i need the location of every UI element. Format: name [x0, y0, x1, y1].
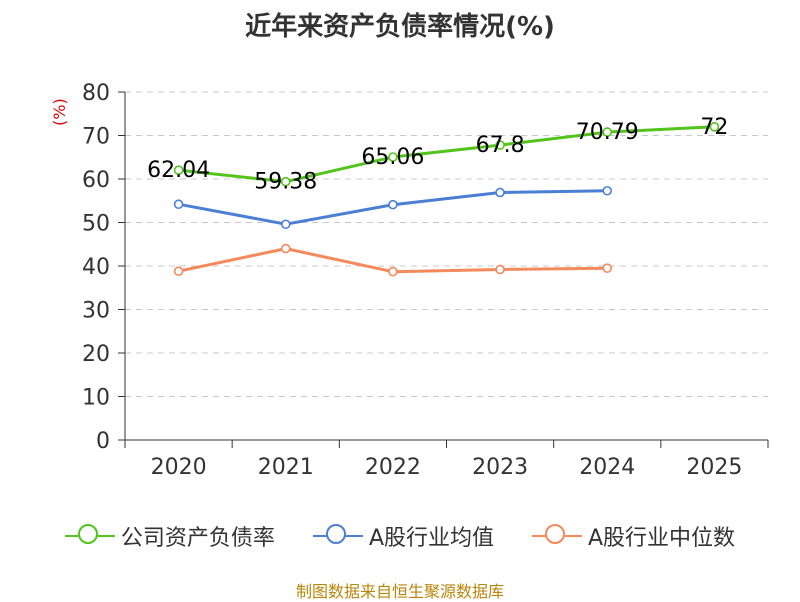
data-point-0-4: [602, 127, 613, 137]
y-tick-label: 30: [82, 299, 110, 324]
x-tick-label: 2024: [579, 455, 635, 480]
legend-marker-company-icon: [64, 524, 115, 548]
source-footnote: 制图数据来自恒生聚源数据库: [295, 582, 504, 601]
x-tick-label: 2020: [151, 455, 207, 480]
y-tick-label: 70: [82, 125, 110, 150]
legend-marker-industry-mean-icon: [312, 524, 363, 548]
y-tick-label: 60: [82, 168, 110, 193]
data-point-1-3: [495, 187, 505, 198]
legend-item-industry-median[interactable]: A股行业中位数: [532, 520, 735, 552]
axis-layer: 0 10 20 30 40 50 60 70 80 2020 2021 2022 2023 2024 202…: [82, 81, 769, 480]
data-point-1-0: [173, 199, 184, 210]
legend-marker-industry-median-icon: [532, 524, 582, 548]
data-point-1-4: [602, 185, 613, 196]
x-tick-label: 2021: [258, 455, 314, 480]
series-layer: [173, 122, 720, 277]
x-tick-label: 2023: [472, 455, 528, 480]
data-point-2-4: [602, 263, 613, 273]
series-line-0: [178, 125, 715, 184]
data-label: 72: [700, 115, 728, 140]
legend-item-industry-mean[interactable]: A股行业均值: [312, 520, 494, 552]
y-tick-label: 40: [82, 255, 110, 280]
data-label: 70.79: [576, 120, 639, 145]
data-point-1-1: [280, 219, 291, 230]
y-tick-label: 50: [82, 212, 110, 237]
data-label: 65.06: [361, 145, 424, 170]
chart-title: 近年来资产负债率情况(%): [245, 12, 555, 42]
data-point-2-2: [388, 266, 398, 277]
y-tick-label: 20: [82, 342, 110, 367]
y-tick-label: 80: [82, 81, 110, 106]
legend-label-industry-median: A股行业中位数: [588, 526, 736, 551]
data-point-2-0: [173, 266, 184, 277]
data-point-0-1: [280, 176, 291, 187]
legend-item-company[interactable]: 公司资产负债率: [64, 520, 275, 552]
legend-label-company: 公司资产负债率: [120, 526, 275, 551]
data-point-0-5: [709, 122, 720, 132]
data-label: 62.04: [147, 158, 210, 183]
y-tick-label: 0: [96, 429, 110, 454]
legend: 公司资产负债率 A股行业均值 A股行业中位数: [0, 520, 800, 552]
data-point-1-2: [388, 199, 398, 210]
data-label: 59.38: [254, 170, 317, 195]
data-point-0-2: [388, 152, 398, 162]
data-point-2-3: [495, 264, 505, 275]
data-point-2-1: [280, 243, 291, 254]
y-tick-label: 10: [82, 386, 110, 411]
legend-label-industry-mean: A股行业均值: [368, 526, 494, 551]
x-tick-label: 2022: [365, 455, 421, 480]
x-tick-label: 2025: [686, 455, 742, 480]
data-point-0-0: [173, 165, 184, 175]
grid-layer: [125, 91, 768, 397]
data-label: 67.8: [476, 133, 525, 158]
data-label-layer: 62.04 59.38 65.06 67.8 70.79 72: [147, 115, 728, 195]
data-point-0-3: [495, 140, 505, 150]
